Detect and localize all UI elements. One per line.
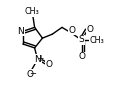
Text: O: O: [68, 26, 75, 35]
Text: +: +: [37, 54, 44, 63]
Text: CH₃: CH₃: [90, 36, 105, 45]
Text: CH₃: CH₃: [25, 7, 40, 16]
Text: O: O: [45, 60, 52, 69]
Text: N: N: [17, 27, 24, 36]
Text: S: S: [79, 35, 84, 44]
Text: O: O: [86, 25, 93, 34]
Text: O: O: [78, 52, 85, 61]
Text: O: O: [27, 70, 34, 79]
Text: N: N: [34, 55, 41, 64]
Text: −: −: [29, 69, 36, 78]
